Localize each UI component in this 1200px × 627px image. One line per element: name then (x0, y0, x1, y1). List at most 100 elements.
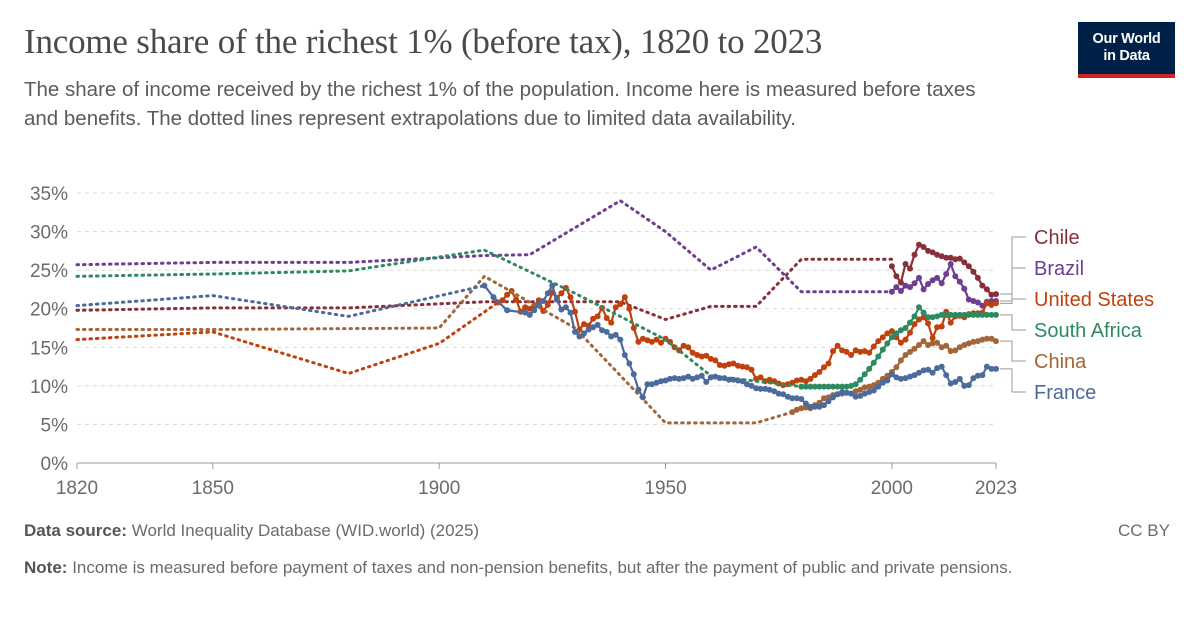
data-point (662, 377, 669, 384)
legend-connector (1000, 298, 1026, 304)
data-point (911, 280, 918, 287)
data-point (626, 360, 633, 367)
data-point (698, 353, 705, 360)
data-point (540, 298, 547, 304)
data-point (974, 372, 981, 379)
owid-logo[interactable]: Our World in Data (1078, 22, 1175, 78)
data-point (974, 274, 981, 281)
data-point (689, 349, 696, 356)
data-point (544, 290, 551, 297)
data-point (843, 389, 850, 396)
license-badge[interactable]: CC BY (1118, 521, 1170, 540)
data-point (911, 251, 918, 258)
data-point (870, 343, 877, 350)
data-point (879, 334, 886, 341)
data-point (807, 383, 814, 390)
data-point (830, 394, 836, 401)
data-point (902, 336, 909, 343)
data-point (902, 325, 909, 331)
data-point (857, 386, 864, 393)
data-point (549, 282, 556, 289)
data-point (888, 371, 895, 378)
data-point (943, 254, 950, 261)
data-point (884, 330, 891, 337)
data-point (721, 375, 728, 382)
data-point (535, 301, 542, 308)
data-point (816, 383, 823, 390)
series-south-africa[interactable] (75, 248, 999, 390)
data-point (934, 313, 941, 320)
data-point (988, 335, 995, 342)
data-point (879, 346, 886, 353)
series-united-states[interactable] (75, 284, 999, 389)
data-point (590, 324, 597, 331)
data-point (929, 277, 936, 284)
data-point (821, 402, 827, 409)
data-point (612, 304, 619, 311)
data-source-text[interactable]: World Inequality Database (WID.world) (2… (131, 521, 480, 540)
data-point (952, 273, 959, 280)
series-chile[interactable] (75, 241, 999, 322)
data-point (920, 309, 927, 316)
data-point (947, 348, 954, 355)
data-point (558, 290, 565, 297)
data-point (744, 364, 750, 371)
data-point (970, 311, 977, 318)
data-point (621, 352, 628, 358)
legend-connector (1000, 368, 1026, 393)
data-point (630, 371, 637, 378)
extrapolated-line (75, 257, 894, 322)
data-point (897, 279, 904, 286)
data-point (965, 311, 972, 318)
data-point (504, 291, 511, 298)
data-point (730, 376, 737, 383)
data-point (870, 359, 877, 366)
series-brazil[interactable] (75, 198, 999, 309)
data-point (703, 352, 710, 359)
data-point (698, 372, 705, 379)
data-point (608, 319, 615, 326)
data-point (739, 363, 746, 370)
data-point (866, 389, 873, 395)
data-point (621, 294, 628, 301)
data-point (825, 398, 832, 405)
data-point (988, 301, 995, 308)
data-point (544, 301, 551, 308)
data-point (843, 348, 850, 355)
data-point (658, 378, 664, 385)
data-point (685, 373, 692, 380)
data-point (956, 278, 963, 285)
data-point (943, 271, 950, 277)
x-tick-label: 2023 (975, 478, 1017, 499)
data-point (748, 382, 755, 389)
data-point (920, 244, 927, 250)
data-point (725, 361, 732, 368)
data-point (970, 268, 977, 275)
data-point (879, 379, 886, 386)
data-point (988, 291, 995, 298)
data-point (789, 409, 796, 416)
legend-label-chile[interactable]: Chile (1034, 227, 1080, 249)
data-point (766, 386, 773, 393)
data-point (993, 338, 999, 345)
data-point (771, 388, 778, 395)
data-point (952, 311, 959, 318)
legend-connector (1000, 340, 1026, 362)
y-tick-label: 20% (30, 300, 68, 321)
data-point (739, 378, 746, 385)
data-point (983, 335, 990, 342)
note-text: Income is measured before payment of tax… (72, 558, 1013, 577)
data-point (644, 337, 651, 344)
data-point (630, 325, 637, 331)
y-tick-label: 35% (30, 184, 68, 205)
legend-label-brazil[interactable]: Brazil (1034, 258, 1084, 280)
data-point (952, 347, 959, 354)
legend-label-south-africa[interactable]: South Africa (1034, 320, 1143, 342)
data-point (897, 288, 904, 294)
legend-label-france[interactable]: France (1034, 382, 1096, 404)
data-point (983, 286, 990, 293)
series-france[interactable] (75, 282, 999, 410)
legend-label-china[interactable]: China (1034, 351, 1087, 373)
data-point (730, 360, 737, 367)
legend-label-united-states[interactable]: United States (1034, 289, 1154, 311)
